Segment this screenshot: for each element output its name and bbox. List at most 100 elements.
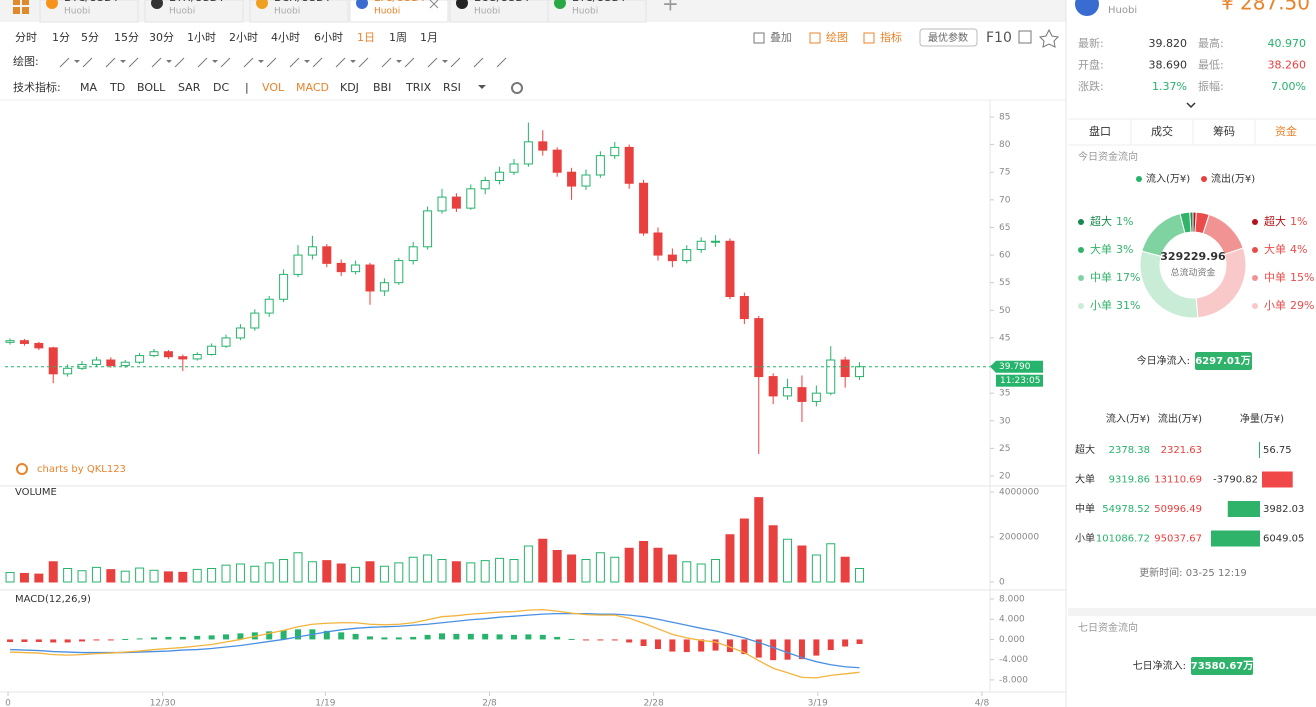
coin-icon <box>1075 0 1099 16</box>
draw-tool-icon[interactable] <box>381 57 392 68</box>
tool-icon[interactable] <box>753 32 765 44</box>
volume-bar <box>336 563 346 583</box>
dropdown-arrow[interactable] <box>258 60 264 63</box>
panel-tab[interactable]: 成交 <box>1151 124 1173 138</box>
tool-button[interactable]: 指标 <box>880 30 902 44</box>
volume-bar <box>855 568 865 583</box>
dropdown-arrow[interactable] <box>442 60 448 63</box>
tool-icon[interactable] <box>863 32 875 44</box>
flow-name: 大单 <box>1090 242 1112 256</box>
tab-name[interactable]: BCH/USDT <box>274 0 332 4</box>
tab-exchange[interactable]: Huobi <box>64 7 90 17</box>
draw-tool-icon[interactable] <box>105 57 116 68</box>
tab-name[interactable]: ETH/USDT <box>169 0 225 4</box>
tool-icon[interactable] <box>809 32 821 44</box>
tab[interactable] <box>249 0 349 23</box>
tool-button[interactable]: 叠加 <box>770 31 792 44</box>
period-button[interactable]: 1分 <box>52 31 70 44</box>
indicator-button[interactable]: BBI <box>373 81 391 94</box>
tab-exchange[interactable]: Huobi <box>474 7 500 17</box>
tab-name[interactable]: BTC/USDT <box>64 0 120 4</box>
period-button[interactable]: 分时 <box>15 31 37 44</box>
tab[interactable] <box>349 0 449 23</box>
draw-tool-icon[interactable] <box>128 57 139 68</box>
stat-value: 1.37% <box>1152 80 1187 93</box>
draw-tool-icon[interactable] <box>243 57 254 68</box>
best-params-button[interactable]: 最优参数 <box>928 31 968 44</box>
indicator-button[interactable]: DC <box>213 81 229 94</box>
period-button[interactable]: 1日 <box>357 31 375 44</box>
tab-exchange[interactable]: Huobi <box>169 7 195 17</box>
draw-tool-icon[interactable] <box>59 57 70 68</box>
f10-button[interactable]: F10 <box>986 30 1012 46</box>
dropdown-arrow[interactable] <box>396 60 402 63</box>
period-button[interactable]: 6小时 <box>314 31 343 44</box>
period-button[interactable]: 1周 <box>389 31 407 44</box>
tab[interactable] <box>547 0 647 23</box>
grid-icon[interactable] <box>13 0 29 14</box>
draw-tool-icon[interactable] <box>174 57 185 68</box>
panel-tab[interactable]: 资金 <box>1275 124 1297 138</box>
draw-tool-icon[interactable] <box>358 57 369 68</box>
net-bar <box>1259 442 1260 458</box>
dropdown-arrow[interactable] <box>120 60 126 63</box>
expand-chevron[interactable] <box>1186 102 1196 109</box>
draw-tool-icon[interactable] <box>312 57 323 68</box>
fullscreen-icon[interactable] <box>1018 30 1032 44</box>
tab-exchange[interactable]: Huobi <box>274 7 300 17</box>
draw-tool-icon[interactable] <box>335 57 346 68</box>
tab[interactable] <box>39 0 139 23</box>
time-label: 11:23:05 <box>1000 376 1040 386</box>
indicator-button[interactable]: VOL <box>262 81 285 94</box>
dropdown-arrow[interactable] <box>304 60 310 63</box>
button-frame[interactable] <box>919 28 978 47</box>
dropdown-arrow[interactable] <box>212 60 218 63</box>
period-button[interactable]: 5分 <box>81 31 99 44</box>
coin-icon <box>554 0 566 9</box>
indicator-button[interactable]: SAR <box>178 81 201 94</box>
indicator-button[interactable]: MA <box>80 81 97 94</box>
indicator-button[interactable]: BOLL <box>137 81 166 94</box>
add-tab[interactable]: + <box>662 0 679 16</box>
draw-tool-icon[interactable] <box>220 57 231 68</box>
macd-histogram <box>525 634 532 640</box>
indicator-button[interactable]: TRIX <box>405 81 432 94</box>
draw-tool-icon[interactable] <box>496 57 507 68</box>
indicator-button[interactable]: KDJ <box>340 81 359 94</box>
tab-exchange[interactable]: Huobi <box>572 7 598 17</box>
panel-tab[interactable]: 筹码 <box>1213 124 1235 138</box>
dropdown-arrow[interactable] <box>350 60 356 63</box>
tab-name[interactable]: LTC/USDT <box>374 0 427 4</box>
period-button[interactable]: 30分 <box>149 31 174 44</box>
tab[interactable] <box>144 0 244 23</box>
tab-name[interactable]: ETC/USDT <box>572 0 627 4</box>
indicator-button[interactable]: RSI <box>443 81 461 94</box>
draw-tool-icon[interactable] <box>151 57 162 68</box>
tab-exchange[interactable]: Huobi <box>374 7 400 17</box>
period-button[interactable]: 1小时 <box>187 31 216 44</box>
dropdown-arrow[interactable] <box>166 60 172 63</box>
draw-tool-icon[interactable] <box>473 57 484 68</box>
draw-tool-icon[interactable] <box>197 57 208 68</box>
tab-name[interactable]: EOS/USDT <box>474 0 531 4</box>
draw-tool-icon[interactable] <box>427 57 438 68</box>
period-button[interactable]: 2小时 <box>229 31 258 44</box>
macd-histogram <box>438 633 445 640</box>
dropdown-arrow[interactable] <box>478 85 486 89</box>
period-button[interactable]: 4小时 <box>271 31 300 44</box>
dropdown-arrow[interactable] <box>74 60 80 63</box>
panel-tab[interactable]: 盘口 <box>1089 124 1111 138</box>
draw-tool-icon[interactable] <box>266 57 277 68</box>
tool-button[interactable]: 绘图 <box>826 30 848 44</box>
draw-tool-icon[interactable] <box>404 57 415 68</box>
draw-tool-icon[interactable] <box>82 57 93 68</box>
indicator-button[interactable]: TD <box>109 81 125 94</box>
indicator-button[interactable]: MACD <box>296 81 329 94</box>
period-button[interactable]: 1月 <box>420 31 438 44</box>
draw-tool-icon[interactable] <box>289 57 300 68</box>
star-icon[interactable] <box>1038 28 1060 48</box>
settings-icon[interactable] <box>511 82 523 94</box>
close-tab[interactable] <box>429 0 439 9</box>
period-button[interactable]: 15分 <box>114 31 139 44</box>
draw-tool-icon[interactable] <box>450 57 461 68</box>
